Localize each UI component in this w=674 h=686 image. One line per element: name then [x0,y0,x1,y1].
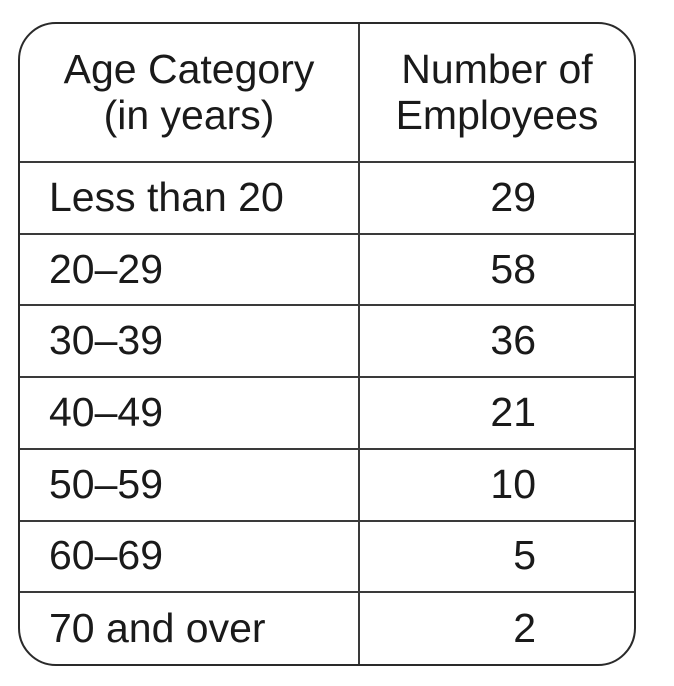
age-category-cell: 20–29 [20,232,360,307]
table-row: 70 and over 2 [20,591,634,664]
count-header-line1: Number of [401,45,593,92]
employee-count-header: Number of Employees [358,24,634,163]
employee-count-cell: 29 [358,161,634,235]
age-category-cell: 60–69 [20,519,360,594]
employee-age-table-frame: Age Category (in years) Number of Employ… [18,22,636,666]
employee-count-value: 5 [513,532,536,579]
employee-count-value: 58 [490,245,536,292]
employee-count-cell: 36 [358,304,634,379]
age-category-cell: 30–39 [20,304,360,379]
employee-age-table: Age Category (in years) Number of Employ… [20,24,634,664]
table-row: 60–69 5 [20,519,634,594]
age-header-line2: (in years) [103,91,275,138]
age-header-line1: Age Category [63,45,315,92]
employee-count-value: 29 [490,173,536,220]
employee-count-value: 2 [513,604,536,651]
age-category-cell: 50–59 [20,447,360,522]
age-category-cell: 40–49 [20,376,360,450]
employee-count-value: 36 [490,317,536,364]
employee-count-value: 10 [490,460,536,507]
table-row: Less than 20 29 [20,161,634,235]
employee-count-cell: 5 [358,519,634,594]
table-row: 50–59 10 [20,447,634,522]
employee-count-value: 21 [490,389,536,435]
count-header-line2: Employees [395,91,599,138]
employee-count-cell: 2 [358,591,634,664]
table-row: 20–29 58 [20,232,634,307]
table-row: 40–49 21 [20,376,634,450]
age-category-cell: Less than 20 [20,161,360,235]
table-row: 30–39 36 [20,304,634,379]
age-category-header: Age Category (in years) [20,24,360,163]
employee-count-cell: 10 [358,447,634,522]
age-category-cell: 70 and over [20,591,360,664]
employee-count-cell: 21 [358,376,634,450]
employee-count-cell: 58 [358,232,634,307]
header-row: Age Category (in years) Number of Employ… [20,24,634,163]
